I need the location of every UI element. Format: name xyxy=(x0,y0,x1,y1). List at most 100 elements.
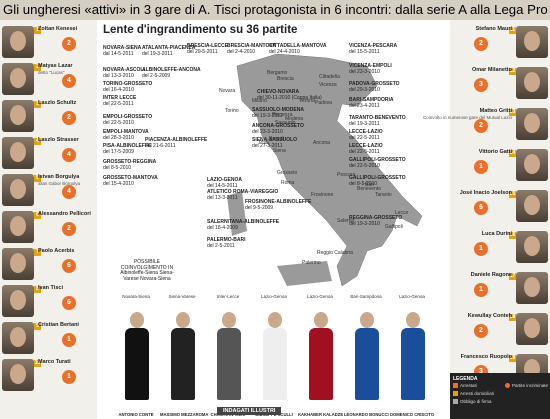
right-person: 18 Kewullay Conteh 2 xyxy=(450,311,550,347)
match-label: EMPOLI-GROSSETO del 22-5-2010 xyxy=(103,114,153,126)
person-number: 14 xyxy=(509,150,516,157)
match-count-badge: 2 xyxy=(62,222,76,236)
person-name: Stefano Mauri xyxy=(475,26,512,32)
match-label: TORINO-GROSSETO del 16-4-2010 xyxy=(103,81,153,93)
person-photo xyxy=(2,100,34,132)
legend-title: LEGENDA xyxy=(453,376,478,382)
figure-team: Lazio-Genoa xyxy=(399,294,425,299)
person-name: Cristian Bertani xyxy=(38,322,79,328)
person-name: Matteo Gritti xyxy=(479,108,512,114)
person-note: alias Gabor Borgulya xyxy=(38,181,81,186)
person-photo xyxy=(516,67,548,99)
person-photo xyxy=(2,322,34,354)
person-name: Ivan Tisci xyxy=(38,285,63,291)
person-number: 3 xyxy=(34,101,41,108)
person-number: 13 xyxy=(509,109,516,116)
match-count-badge: 2 xyxy=(62,111,76,125)
city-label: Vicenza xyxy=(319,82,337,88)
indagato-figure xyxy=(117,308,155,403)
match-count-badge: 1 xyxy=(474,160,488,174)
person-name: Matyas Lazar xyxy=(38,63,73,69)
city-label: Ancona xyxy=(313,140,330,146)
match-label: ATALANTA-PIACENZA del 19-3-2011 xyxy=(142,45,196,57)
person-photo xyxy=(2,63,34,95)
match-label: BARI-SAMPDORIA del 23-4-2011 xyxy=(349,97,394,109)
person-name: Istvan Borgulya xyxy=(38,174,80,180)
match-count-badge: 6 xyxy=(62,296,76,310)
left-person: 8 Ivan Tisci 6 xyxy=(0,283,97,319)
match-label: ANCONA-GROSSETO del 23-3-2010 xyxy=(252,123,304,135)
indagato-figure xyxy=(393,308,431,403)
person-number: 6 xyxy=(34,212,41,219)
match-label: INTER LECCE del 22-5-2011 xyxy=(103,95,137,107)
person-name: Laszlo Schultz xyxy=(38,100,77,106)
match-label: GALLIPOLI-GROSSETO del 8-5-2010 xyxy=(349,175,406,187)
figure-head xyxy=(176,312,190,328)
match-label: FROSINONE-ALBINOLEFFE del 9-5-2009 xyxy=(245,199,312,211)
match-label: REGGINA-GROSSETO del 19-3-2010 xyxy=(349,215,403,227)
legend-item: Partite incriminate xyxy=(505,383,548,389)
figure-body xyxy=(171,328,195,400)
match-label: PISA-ALBINOLEFFE del 17-5-2009 xyxy=(103,143,152,155)
city-label: Bari xyxy=(365,182,374,188)
figure-body xyxy=(401,328,425,400)
person-name: Daniele Ragone xyxy=(470,272,512,278)
figure-head xyxy=(360,312,374,328)
match-label: CITTADELLA-MANTOVA del 24-4-2010 xyxy=(269,43,327,55)
left-person: 5 Istvan Borgulya alias Gabor Borgulya 4 xyxy=(0,172,97,208)
right-people-column: 11 Stefano Mauri 2 12 Omar Milanetto 3 1… xyxy=(423,20,550,419)
left-person: 7 Paolo Acerbis 6 xyxy=(0,246,97,282)
match-label: BRESCIA-LECCE del 29-5-2011 xyxy=(187,43,229,55)
match-count-badge: 2 xyxy=(474,37,488,51)
figure-name: MASSIMO MEZZAROMA xyxy=(160,412,209,417)
figure-body xyxy=(309,328,333,400)
figure-head xyxy=(314,312,328,328)
figure-body xyxy=(125,328,149,400)
person-number: 12 xyxy=(509,68,516,75)
person-number: 8 xyxy=(34,286,41,293)
person-number: 11 xyxy=(509,27,516,34)
city-label: Cittadella xyxy=(319,74,340,80)
possible-detail: Albinoleffe-Siena Siena-Varese Novara-Si… xyxy=(120,270,174,282)
indagati-label: INDAGATI ILLUSTRI xyxy=(217,407,282,415)
right-person: 11 Stefano Mauri 2 xyxy=(450,24,550,60)
left-person: 1 Zoltan Kenesei 2 xyxy=(0,24,97,60)
person-photo xyxy=(2,137,34,169)
match-count-badge: 1 xyxy=(474,242,488,256)
match-count-badge: 1 xyxy=(62,370,76,384)
person-photo xyxy=(2,285,34,317)
match-label: SASSUOLO-MODENA del 19-3-2011 xyxy=(252,107,304,119)
person-photo xyxy=(2,174,34,206)
match-label: NOVARA-ASCOLI dal 13-3-2010 xyxy=(103,67,145,79)
indagato-figure xyxy=(347,308,385,403)
match-label: ALBINOLEFFE-ANCONA del 2-5-2009 xyxy=(142,67,201,79)
person-name: Paolo Acerbis xyxy=(38,248,75,254)
right-person: 16 Luca Durini 1 xyxy=(450,229,550,265)
center-panel: Lente d'ingrandimento su 36 partite NOVA… xyxy=(97,20,450,419)
match-label: SIENA-SASSUOLO del 27-3-2011 xyxy=(252,137,298,149)
legend: LEGENDA Arrestati Arresti domiciliari Ob… xyxy=(450,373,550,419)
person-name: Francesco Ruopolo xyxy=(460,354,512,360)
person-number: 9 xyxy=(34,323,41,330)
left-person: 9 Cristian Bertani 1 xyxy=(0,320,97,356)
match-label: SALERNITANA-ALBINOLEFFE del 18-4-2009 xyxy=(207,219,280,231)
city-label: Milano xyxy=(252,98,267,104)
indagato-figure xyxy=(255,308,293,403)
indagato-figure xyxy=(301,308,339,403)
city-label: Torino xyxy=(225,108,239,114)
match-label: VICENZA-PESCARA del 15-5-2011 xyxy=(349,43,398,55)
figure-head xyxy=(222,312,236,328)
figure-team: Inter-Lecce xyxy=(216,294,240,299)
person-note: Coinvolto in numerose gare del Mutual La… xyxy=(422,115,512,120)
city-label: Gallipoli xyxy=(385,224,403,230)
person-number: 4 xyxy=(34,138,41,145)
match-label: LAZIO-GENOA del 14-5-2011 xyxy=(207,177,242,189)
match-label: GROSSETO-MANTOVA del 15-4-2010 xyxy=(103,175,158,187)
person-photo xyxy=(516,108,548,140)
right-person: 17 Daniele Ragone 1 xyxy=(450,270,550,306)
match-label: GROSSETO-REGGINA del 8-5-2010 xyxy=(103,159,157,171)
person-note: detto "Lucas" xyxy=(38,70,65,75)
city-label: Roma xyxy=(281,180,295,186)
person-photo xyxy=(2,26,34,58)
city-label: Padova xyxy=(315,100,332,106)
